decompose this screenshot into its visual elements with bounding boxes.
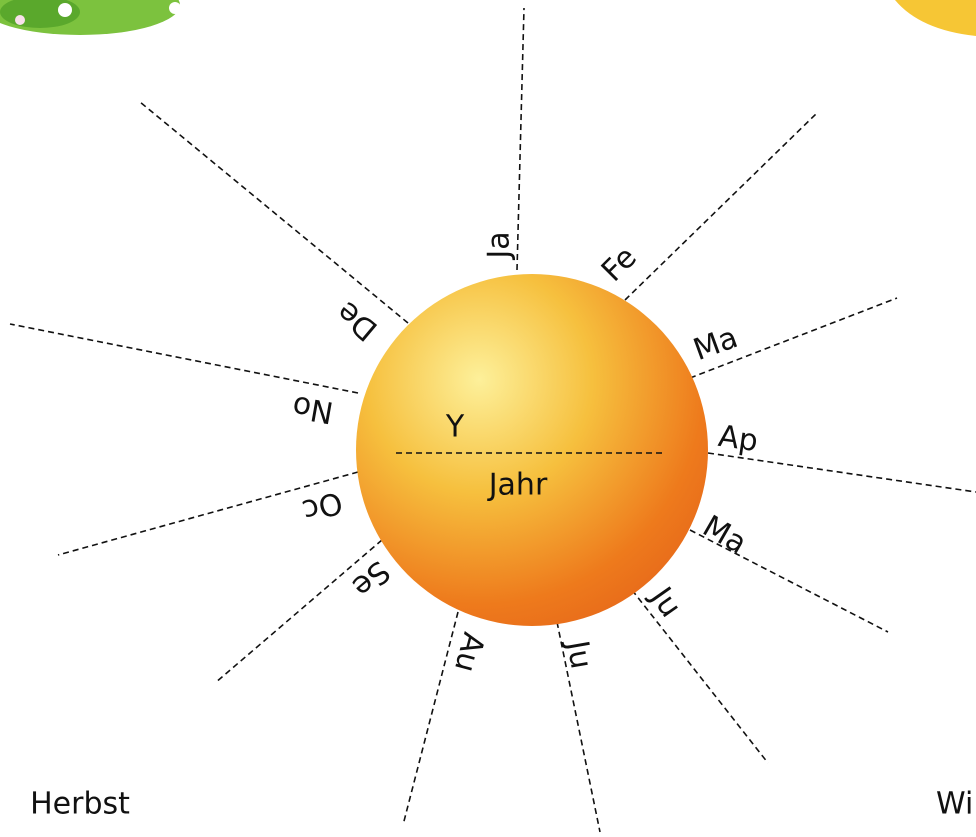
month-label: De xyxy=(330,294,384,348)
sun-decoration xyxy=(895,0,976,36)
sun xyxy=(356,274,708,626)
month-label: Oc xyxy=(298,484,346,528)
worksheet: Y Jahr Herbst Wi JaFeMaApMaJuJuAuSeOcNoD… xyxy=(0,0,976,837)
month-label: Se xyxy=(345,553,396,604)
ray xyxy=(708,453,976,492)
ray xyxy=(215,540,382,683)
center-top: Y xyxy=(445,410,465,445)
ray xyxy=(517,8,524,270)
month-label: Ma xyxy=(697,509,753,561)
ray xyxy=(403,612,458,825)
ray xyxy=(625,112,818,300)
ray xyxy=(632,590,768,763)
month-label: No xyxy=(290,388,336,430)
season-left: Herbst xyxy=(30,787,130,822)
month-label: Ja xyxy=(482,231,517,260)
ray xyxy=(10,324,358,393)
month-label: Au xyxy=(447,629,491,676)
ray xyxy=(140,102,408,323)
month-label: Ju xyxy=(559,636,599,671)
bush-decoration xyxy=(0,0,181,35)
season-right: Wi xyxy=(936,787,973,822)
month-label: Ap xyxy=(716,419,760,459)
center-bottom: Jahr xyxy=(487,468,548,503)
month-label: Ma xyxy=(689,320,743,368)
month-label: Ju xyxy=(642,579,688,624)
month-label: Fe xyxy=(595,240,644,289)
